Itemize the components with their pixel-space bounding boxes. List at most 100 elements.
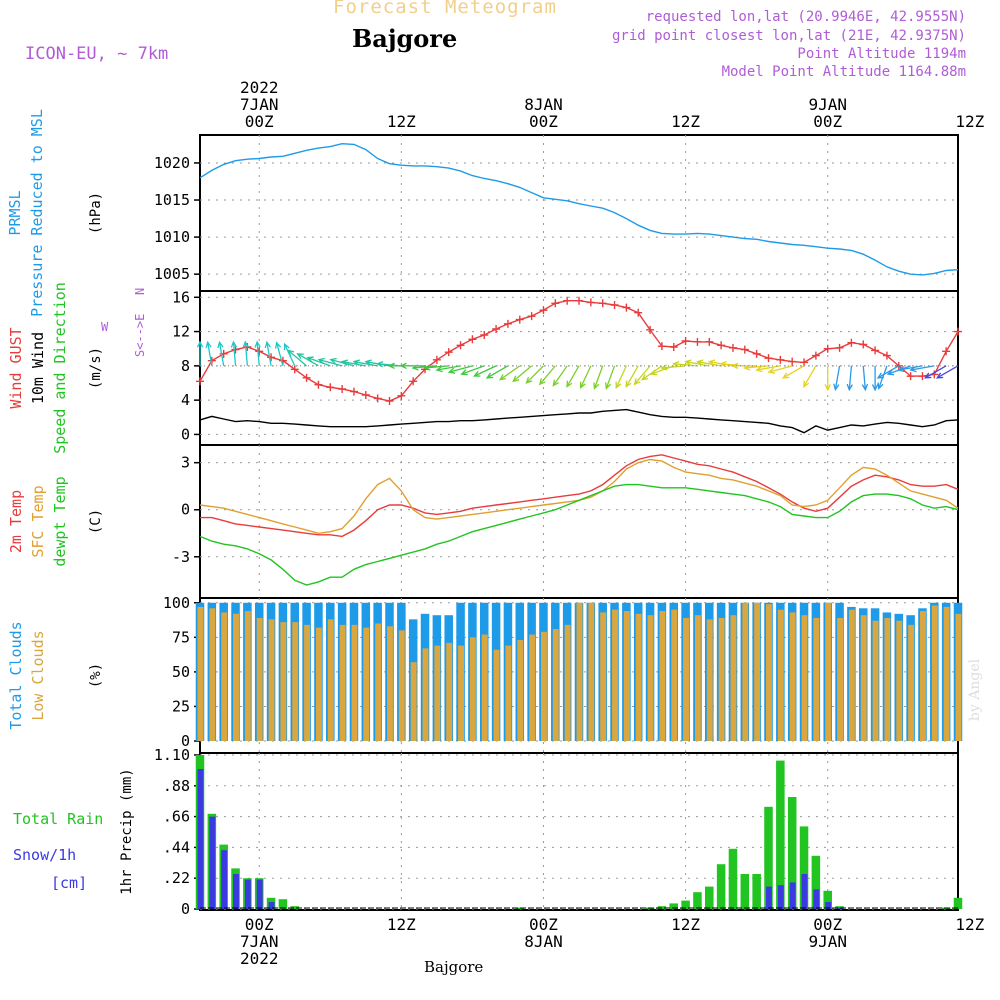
top-time-label: 7JAN bbox=[240, 95, 279, 114]
wind-direction-arrow bbox=[512, 365, 533, 382]
wind-direction-arrow bbox=[232, 341, 237, 366]
wind-direction-arrow bbox=[593, 365, 604, 389]
y-tick-label: .44 bbox=[163, 838, 190, 856]
wind-direction-arrow bbox=[342, 361, 366, 367]
wind-direction-arrowhead bbox=[924, 372, 932, 379]
wind-direction-arrowhead bbox=[684, 359, 692, 366]
low-cloud-bar bbox=[576, 602, 583, 741]
rain-bar bbox=[728, 848, 738, 909]
series-name-label: SFC Temp bbox=[29, 485, 47, 557]
y-tick-label: 4 bbox=[181, 391, 190, 409]
wind-direction-arrow bbox=[803, 365, 817, 387]
gust-point bbox=[657, 342, 666, 351]
low-cloud-bar bbox=[600, 612, 607, 741]
low-cloud-bar bbox=[706, 619, 713, 741]
wind-direction-arrowhead bbox=[846, 383, 853, 392]
wind-panel: 0 4 8 12 16 (m/s) Wind GUST 10m Wind Speed and D… bbox=[7, 282, 962, 454]
gust-point bbox=[918, 372, 927, 381]
low-cloud-bar bbox=[469, 637, 476, 741]
gust-point bbox=[705, 337, 714, 346]
series-name-label: Total Clouds bbox=[7, 621, 25, 729]
wind-direction-arrowhead bbox=[615, 381, 622, 389]
gust-point bbox=[326, 383, 335, 392]
low-cloud-bar bbox=[540, 631, 547, 741]
series-name-label: 10m Wind bbox=[29, 332, 47, 404]
requested-coordinates: requested lon,lat (20.9946E, 42.9555N) bbox=[645, 9, 966, 25]
wind-direction-arrowhead bbox=[217, 340, 224, 349]
wind-direction-arrowhead bbox=[696, 359, 704, 366]
snow-bar bbox=[777, 885, 784, 909]
low-cloud-bar bbox=[422, 648, 429, 741]
y-axis-unit-label: (hPa) bbox=[88, 192, 104, 234]
wind-direction-arrowhead bbox=[538, 378, 546, 386]
low-cloud-bar bbox=[446, 642, 453, 741]
rain-bar bbox=[705, 886, 714, 909]
wind-direction-arrowhead bbox=[605, 382, 612, 390]
wind-direction-arrow bbox=[697, 361, 722, 367]
low-cloud-bar bbox=[493, 649, 500, 741]
bottom-time-label: 00Z bbox=[813, 915, 842, 934]
wind-direction-arrowhead bbox=[781, 372, 790, 379]
gust-point bbox=[290, 365, 299, 374]
low-cloud-bar bbox=[837, 617, 843, 741]
y-tick-label: 50 bbox=[172, 663, 190, 681]
gust-point bbox=[255, 347, 264, 356]
rain-bar bbox=[752, 874, 761, 909]
low-cloud-bar bbox=[623, 611, 630, 741]
low-cloud-bar bbox=[825, 602, 832, 741]
gust-point bbox=[740, 345, 749, 354]
low-cloud-bar bbox=[481, 634, 488, 741]
precipitation-frame bbox=[199, 752, 959, 911]
gust-point bbox=[847, 338, 856, 347]
sfc-temp-series bbox=[199, 458, 959, 535]
low-cloud-bar bbox=[777, 609, 784, 741]
gust-point bbox=[800, 358, 809, 367]
rain-bar bbox=[953, 897, 963, 909]
rain-bar bbox=[515, 907, 525, 909]
low-cloud-bar bbox=[766, 604, 772, 741]
rain-bar bbox=[799, 826, 809, 909]
wind-gust-series bbox=[199, 300, 959, 402]
low-cloud-bar bbox=[315, 627, 322, 741]
wind-direction-arrowhead bbox=[485, 372, 494, 379]
y-tick-label: 1020 bbox=[154, 154, 190, 172]
y-tick-label: 0 bbox=[181, 732, 190, 750]
low-cloud-bar bbox=[197, 606, 204, 741]
wind-direction-arrowhead bbox=[460, 369, 468, 376]
low-cloud-bar bbox=[517, 640, 524, 741]
rain-bar bbox=[787, 797, 797, 909]
bottom-time-label: 9JAN bbox=[808, 932, 847, 951]
wind-direction-arrow bbox=[862, 365, 866, 390]
y-axis-unit-label: 1hr Precip (mm) bbox=[119, 768, 135, 894]
top-time-label: 00Z bbox=[529, 112, 558, 131]
wind-direction-arrowhead bbox=[755, 365, 763, 373]
top-time-label: 12Z bbox=[671, 112, 700, 131]
gust-point bbox=[788, 357, 797, 366]
wind-direction-arrow bbox=[287, 349, 308, 367]
gust-point bbox=[728, 343, 737, 352]
y-axis-unit-label: (%) bbox=[88, 663, 104, 688]
wind-direction-arrowhead bbox=[196, 340, 204, 348]
wind-direction-arrowhead bbox=[909, 365, 917, 373]
wind-direction-arrowhead bbox=[287, 349, 295, 357]
wind-direction-arrowhead bbox=[352, 359, 360, 366]
wind-direction-arrowhead bbox=[593, 382, 600, 390]
wind-direction-arrow bbox=[756, 365, 781, 371]
low-cloud-bar bbox=[612, 609, 618, 741]
compass-label: W bbox=[101, 320, 109, 334]
wind-direction-arrowhead bbox=[649, 369, 658, 376]
series-name-label: Speed and Direction bbox=[51, 282, 69, 454]
gust-point bbox=[871, 346, 880, 355]
low-cloud-bar bbox=[742, 602, 749, 741]
low-cloud-bar bbox=[351, 624, 358, 741]
low-cloud-bar bbox=[635, 613, 642, 741]
product-title: Forecast Meteogram bbox=[333, 0, 557, 18]
rain-bar bbox=[278, 899, 288, 909]
wind-direction-arrowhead bbox=[283, 342, 290, 351]
gust-point bbox=[480, 331, 489, 339]
snow-bar bbox=[197, 769, 204, 909]
wind-direction-arrowhead bbox=[296, 353, 304, 360]
y-tick-label: 1010 bbox=[154, 228, 190, 246]
series-name-label: Wind GUST bbox=[7, 327, 25, 408]
gust-point bbox=[882, 351, 891, 360]
